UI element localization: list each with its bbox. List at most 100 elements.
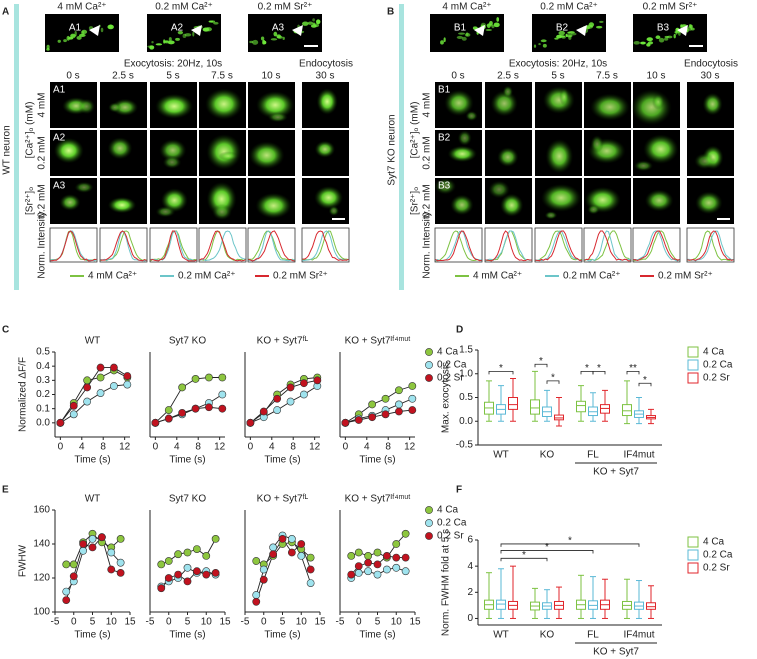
speckle [559,35,566,38]
subplot-title: Syt7 KO [169,494,206,505]
speckle [147,45,155,48]
profile-axis: Norm. Intensity [37,211,48,278]
x-axis-label: Time (s) [264,630,300,641]
data-point [183,548,192,557]
time-label: 30 s [316,71,335,82]
row-label: 0.2 mM [37,136,48,169]
speckle [270,38,278,41]
legend-swatch [687,562,699,574]
data-point [69,410,78,419]
profile-axis: Norm. Intensity [422,211,433,278]
significance-bracket [638,382,652,387]
exocytosis-title: Exocytosis: 20Hz, 10s [509,59,607,70]
speckle [313,23,320,28]
bouton [162,155,182,169]
cell-label: WT neuron [2,125,13,174]
panel-letter: A [2,7,9,18]
data-point [313,376,322,385]
subplot-title: KO + Syt7ᶠᴸ [257,336,309,347]
bouton [702,92,723,116]
x-tick-label: 8 [385,442,391,453]
bouton [107,137,133,160]
profile-box [583,227,632,263]
exocytosis-title: Exocytosis: 20Hz, 10s [124,59,222,70]
speckle [312,18,315,22]
y-tick-label: 4 [467,561,473,572]
significance-bracket [500,557,548,562]
y-tick-label: 6 [467,535,473,546]
significance: ** [629,363,637,374]
legend-swatch [687,536,699,548]
x-tick-label: 0 [153,442,159,453]
legend-label: 0.2 mM Ca²⁺ [563,271,621,282]
speckle [596,25,603,29]
speckle [163,40,169,43]
legend-marker [425,361,433,369]
speckle [542,43,547,48]
speckle [646,43,651,47]
arrowhead [474,25,485,36]
data-point [401,529,410,538]
x-tick-label: FL [587,630,599,641]
y-tick-label: 100 [33,607,50,618]
bouton [502,85,514,98]
y-tick-label: 1.5 [459,345,473,356]
x-axis-label: Time (s) [359,630,395,641]
speckle [565,33,568,38]
row-label: 0.2 mM [37,184,48,217]
data-point [56,418,65,427]
bouton [450,194,474,216]
data-point [381,394,390,403]
data-point [373,560,382,569]
legend-label: 0.2 Sr [703,563,730,574]
panel-letter: F [456,485,462,496]
overview-title: 4 mM Ca²⁺ [442,2,491,13]
row-marker: A3 [53,181,66,192]
x-tick-label: 0 [356,617,362,628]
data-point [259,407,268,416]
data-point [178,383,187,392]
profile-box [632,227,681,263]
bouton [590,135,604,153]
x-tick-label: 4 [174,442,180,453]
x-axis-label: Time (s) [169,630,205,641]
data-point [202,570,211,579]
significance: * [499,363,503,374]
bouton [159,139,187,162]
bouton [644,189,674,212]
speckle [689,24,693,29]
row-label: 4 mM [422,93,433,118]
x-tick-label: IF4mut [623,450,654,461]
speckle [192,31,195,37]
bouton [248,141,285,170]
data-point [300,379,308,388]
speckle [458,32,465,35]
x-axis-label: Time (s) [264,455,300,466]
data-point [164,414,173,423]
bouton [490,90,518,117]
x-tick-label: 5 [90,617,96,628]
time-label: 7.5 s [596,71,618,82]
legend-label: 4 Ca [437,505,459,516]
subplot-title: KO + Syt7ᴵᶠ⁴ᵐᵘᵗ [345,336,411,347]
significance: * [539,356,543,367]
arrowhead [576,25,587,36]
profile-curve [687,230,734,261]
bouton [500,193,524,217]
arrowhead [677,25,688,36]
data-point [96,363,105,372]
significance: * [568,536,572,547]
legend-swatch [687,549,699,561]
bouton [695,191,723,215]
data-point [259,565,268,574]
speckle [302,21,309,26]
x-tick-label: KO [540,450,555,461]
data-point [392,540,401,548]
data-point [96,389,105,397]
speckle [570,32,577,36]
data-point [164,574,173,582]
overview-marker: B2 [556,23,569,34]
box [576,400,586,413]
data-point [205,373,213,382]
